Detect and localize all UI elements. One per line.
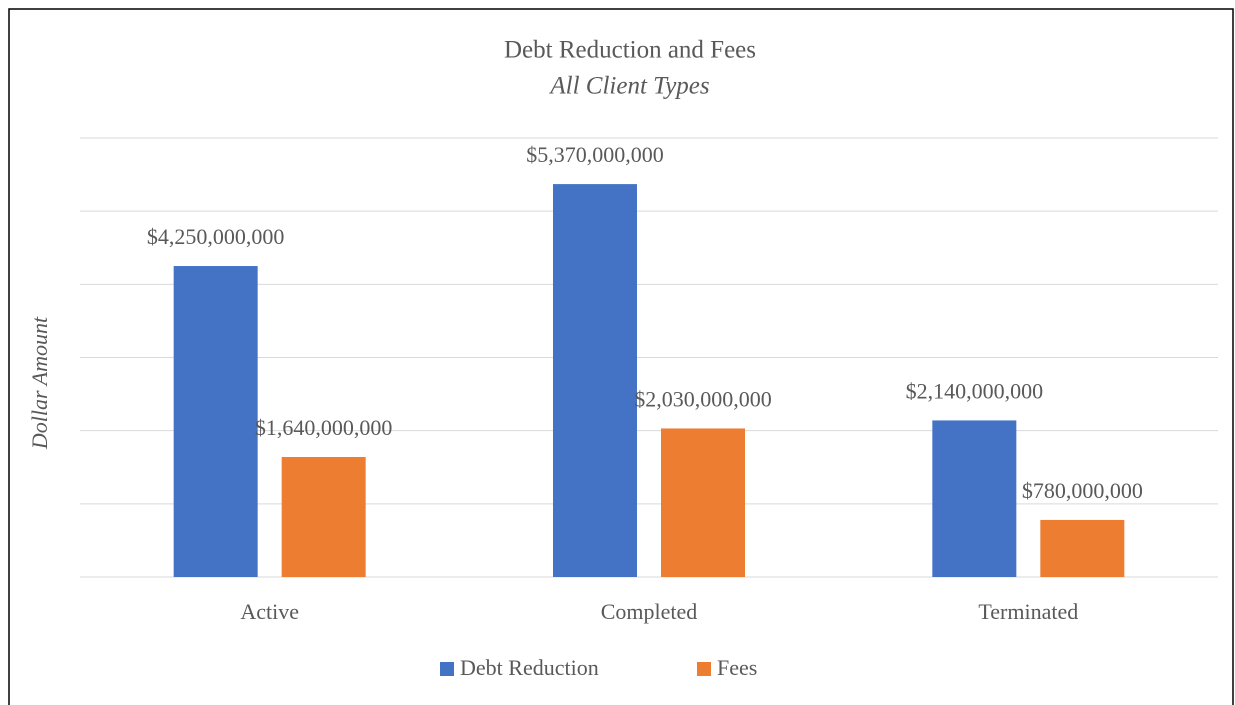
chart-title: Debt Reduction and Fees	[504, 37, 756, 64]
data-label: $1,640,000,000	[255, 415, 393, 440]
bar	[932, 420, 1017, 577]
chart-frame	[8, 8, 1234, 705]
legend-label: Debt Reduction	[460, 655, 599, 680]
x-tick-label: Active	[240, 599, 299, 624]
data-label: $2,030,000,000	[634, 387, 772, 412]
legend-swatch	[440, 662, 454, 676]
bar	[553, 184, 637, 577]
legend-swatch	[697, 662, 711, 676]
data-label: $5,370,000,000	[526, 142, 664, 167]
x-tick-label: Terminated	[978, 599, 1078, 624]
data-label: $780,000,000	[1022, 478, 1143, 503]
legend-label: Fees	[717, 655, 757, 680]
bar	[173, 266, 258, 577]
data-label: $2,140,000,000	[906, 378, 1044, 403]
data-label: $4,250,000,000	[147, 224, 285, 249]
bar	[281, 457, 366, 577]
y-axis-label: Dollar Amount	[27, 316, 52, 450]
chart-subtitle: All Client Types	[548, 73, 709, 100]
x-tick-label: Completed	[601, 599, 698, 624]
bar	[661, 428, 745, 577]
bar	[1040, 519, 1125, 577]
